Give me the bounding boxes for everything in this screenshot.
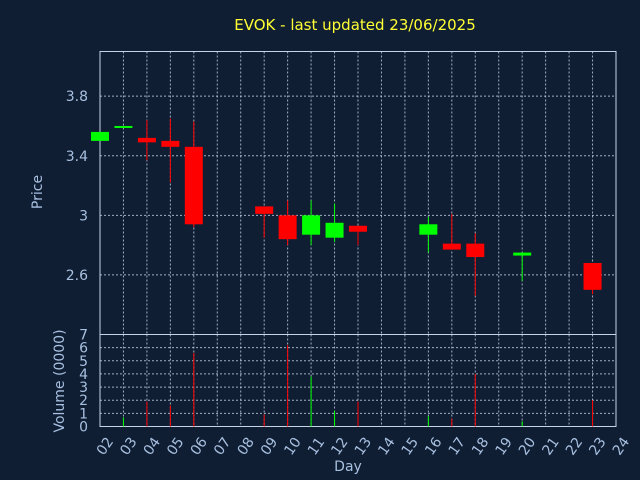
volume-tick-label: 2	[79, 393, 88, 409]
candle-body	[302, 215, 321, 235]
candle-body	[325, 222, 344, 238]
price-tick-label: 3.4	[66, 149, 88, 165]
candle-body	[255, 206, 274, 214]
x-tick-label: 22	[563, 435, 586, 459]
volume-grid	[100, 334, 616, 427]
candle-body	[349, 225, 367, 232]
candle-body	[137, 137, 156, 143]
candle-body	[184, 146, 203, 225]
x-tick-label: 21	[539, 435, 562, 459]
x-tick-label: 18	[469, 435, 492, 459]
x-tick-label: 04	[141, 435, 164, 459]
y-axis-label: Price	[30, 175, 46, 209]
x-tick-label: 06	[188, 435, 211, 459]
x-tick-label: 19	[493, 435, 516, 459]
candles	[91, 118, 602, 296]
candle-body	[583, 263, 602, 290]
candle-body	[114, 125, 133, 128]
x-tick-label: 24	[610, 435, 633, 459]
price-tick-label: 3	[79, 208, 88, 224]
price-tick-label: 3.8	[66, 89, 88, 105]
x-tick-label: 03	[117, 435, 140, 459]
x-tick-label: 16	[422, 435, 445, 459]
volume-tick-label: 5	[79, 354, 88, 370]
x-tick-label: 12	[328, 435, 351, 459]
volume-bars	[122, 345, 594, 427]
x-tick-label: 05	[164, 435, 187, 459]
candle-body	[91, 131, 109, 141]
volume-tick-label: 0	[79, 420, 88, 436]
candle-body	[161, 140, 180, 147]
x-axis-label: Day	[334, 459, 362, 475]
candle-body	[442, 243, 461, 250]
x-tick-label: 17	[446, 435, 469, 459]
candle-body	[419, 224, 438, 235]
x-tick-label: 15	[399, 435, 422, 459]
price-y-ticks: 2.6 3 3.4 3.8	[66, 89, 88, 284]
x-ticks: 02 03 04 05 06 07 08 09 10 11 12 13 14 15 16 17 18 19 20 21…	[94, 435, 633, 459]
x-tick-label: 10	[281, 435, 304, 459]
x-tick-label: 20	[516, 435, 539, 459]
price-grid	[100, 51, 616, 335]
volume-tick-label: 6	[79, 341, 88, 357]
x-tick-label: 07	[211, 435, 234, 459]
x-tick-label: 13	[352, 435, 375, 459]
volume-tick-label: 7	[79, 328, 88, 344]
x-tick-label: 09	[258, 435, 281, 459]
volume-axis-label: Volume (0000)	[52, 329, 68, 432]
volume-tick-label: 1	[79, 406, 88, 422]
x-tick-label: 02	[94, 435, 117, 459]
price-tick-label: 2.6	[66, 268, 88, 284]
x-tick-label: 08	[235, 435, 258, 459]
candle-body	[513, 252, 532, 256]
x-tick-label: 11	[305, 435, 328, 459]
volume-tick-label: 3	[79, 380, 88, 396]
x-tick-label: 23	[586, 435, 609, 459]
x-tick-label: 14	[375, 435, 398, 459]
candle-body	[278, 215, 297, 240]
volume-tick-label: 4	[79, 367, 88, 383]
candle-body	[466, 243, 485, 258]
chart-title: EVOK - last updated 23/06/2025	[234, 16, 476, 34]
